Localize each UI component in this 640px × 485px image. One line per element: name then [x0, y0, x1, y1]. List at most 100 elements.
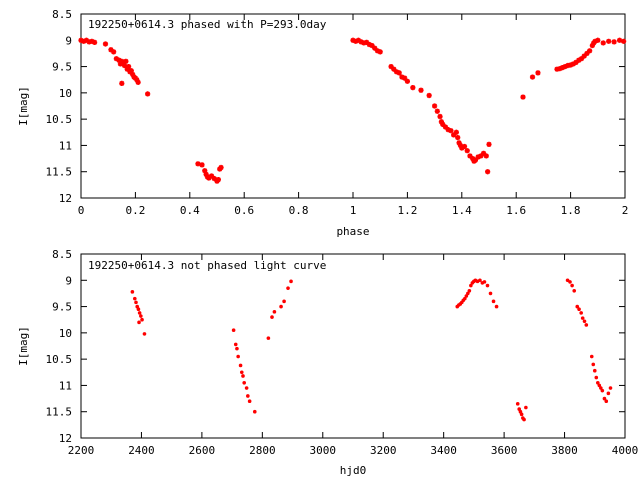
phased-y-tick-label: 10	[59, 87, 72, 100]
unphased-x-tick-label: 2800	[249, 444, 276, 457]
phased-data-point	[467, 153, 473, 159]
unphased-y-tick-label: 9.5	[52, 301, 72, 314]
unphased-x-tick-label: 3800	[551, 444, 578, 457]
phased-data-point	[587, 48, 593, 54]
phased-data-point	[391, 66, 397, 72]
phased-data-point	[402, 75, 408, 81]
unphased-chart-title: 192250+0614.3 not phased light curve	[88, 259, 326, 272]
phased-data-point	[128, 68, 134, 74]
phased-data-point	[388, 63, 394, 70]
phased-data-point	[455, 134, 461, 141]
unphased-y-tick-label: 9	[65, 274, 72, 287]
phased-data-point	[355, 37, 362, 43]
phased-y-tick-label: 9.5	[52, 61, 72, 74]
unphased-data-point	[600, 388, 605, 393]
phased-x-tick-label: 1.6	[506, 204, 526, 217]
phased-data-point	[350, 37, 356, 43]
phased-data-point	[358, 39, 364, 45]
phased-data-point	[472, 157, 478, 163]
phased-data-point	[404, 78, 410, 84]
phased-light-curve-panel: 0 0.2 0.4 0.6 0.8 1 1.2 1.4 1.6 1.8 2 8.5 9 9.5 10 10.5…	[17, 8, 628, 238]
phased-data-point	[475, 154, 481, 160]
phased-axis-ticks: 0 0.2 0.4 0.6 0.8 1 1.2 1.4 1.6 1.8 2 8.5 9 9.5 10 10.5…	[46, 8, 629, 217]
phased-data-point	[92, 39, 98, 45]
phased-data-point	[478, 153, 484, 159]
unphased-data-point	[272, 310, 277, 314]
phased-x-tick-label: 0.2	[125, 204, 145, 217]
phased-data-point	[364, 39, 370, 45]
unphased-data-point	[140, 317, 144, 322]
phased-x-tick-label: 0.8	[289, 204, 309, 217]
unphased-data-point	[235, 346, 239, 351]
unphased-data-point	[582, 319, 587, 324]
unphased-data-point	[242, 381, 246, 385]
phased-data-point	[470, 155, 476, 162]
unphased-x-tick-label: 3000	[310, 444, 337, 457]
unphased-data-point	[599, 386, 603, 390]
phased-y-tick-label: 8.5	[52, 8, 72, 21]
unphased-data-point	[279, 304, 283, 309]
phased-x-tick-label: 1	[350, 204, 357, 217]
unphased-x-tick-label: 3200	[370, 444, 397, 457]
phased-data-point	[456, 140, 462, 146]
unphased-data-point	[580, 316, 585, 320]
unphased-y-axis-label: I[mag]	[17, 326, 30, 366]
phased-data-point	[206, 175, 212, 181]
unphased-x-tick-label: 2400	[128, 444, 155, 457]
phased-y-tick-label: 11.5	[46, 166, 73, 179]
unphased-data-point	[568, 280, 572, 284]
unphased-data-point	[236, 354, 240, 359]
unphased-data-point	[132, 296, 137, 301]
unphased-x-tick-label: 2600	[189, 444, 216, 457]
phased-data-point	[437, 113, 443, 120]
unphased-light-curve-panel: 2200 2400 2600 2800 3000 3200 3400 3600 3800 4000…	[17, 248, 638, 477]
phased-data-point	[485, 169, 491, 175]
phased-y-tick-label: 12	[59, 192, 72, 205]
unphased-y-tick-label: 12	[59, 432, 72, 445]
unphased-x-axis-label: hjd0	[340, 464, 367, 477]
phased-data-point	[374, 48, 381, 54]
unphased-data-point	[137, 311, 142, 315]
phased-data-point	[126, 63, 132, 70]
unphased-data-point	[478, 278, 482, 283]
phased-data-point	[432, 103, 438, 109]
phased-data-point	[573, 59, 579, 65]
phased-data-point	[393, 69, 400, 75]
phased-x-tick-label: 1.4	[452, 204, 472, 217]
phased-data-point	[448, 128, 454, 134]
phased-data-point	[578, 56, 585, 62]
phased-data-point	[554, 66, 560, 72]
phased-data-point	[361, 40, 367, 46]
phased-data-point	[457, 142, 464, 149]
phased-data-point	[113, 56, 119, 62]
phased-data-point	[464, 148, 470, 154]
unphased-data-point	[134, 300, 138, 305]
phased-data-point	[616, 37, 623, 43]
unphased-data-point	[239, 370, 244, 375]
phased-data-point	[438, 119, 444, 125]
phased-data-point	[120, 59, 126, 65]
unphased-data-point	[589, 354, 594, 359]
phased-data-point	[369, 42, 375, 49]
phased-data-point	[483, 153, 489, 159]
phased-data-point	[78, 37, 84, 43]
unphased-x-tick-label: 3400	[430, 444, 457, 457]
phased-data-point	[559, 65, 566, 71]
phased-data-point	[418, 87, 424, 93]
phased-data-point	[451, 132, 457, 138]
phased-data-point	[134, 77, 140, 83]
unphased-y-tick-label: 11.5	[46, 406, 73, 419]
unphased-data-point	[252, 409, 257, 414]
phased-data-point	[589, 42, 595, 49]
phased-data-point	[426, 92, 432, 99]
unphased-data-point	[244, 386, 249, 390]
phased-data-point	[111, 49, 117, 55]
unphased-data-point	[142, 332, 147, 336]
phased-y-tick-label: 11	[59, 139, 72, 152]
unphased-data-point	[591, 362, 596, 367]
phased-data-point	[611, 39, 617, 45]
phased-data-point	[116, 57, 122, 63]
unphased-data-point	[604, 399, 609, 404]
unphased-data-point	[137, 320, 141, 325]
